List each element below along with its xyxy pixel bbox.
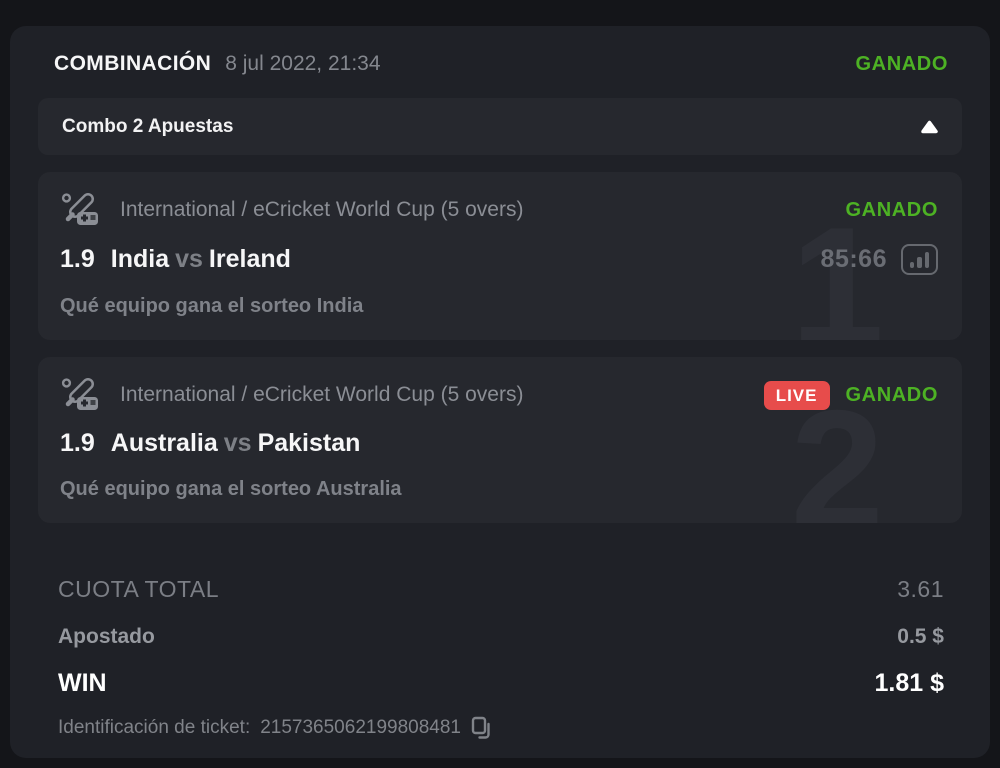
bet-odds: 1.9 bbox=[60, 245, 95, 273]
combo-label: Combo 2 Apuestas bbox=[62, 115, 234, 137]
ticket-datetime: 8 jul 2022, 21:34 bbox=[225, 52, 381, 75]
bet-2-status-badge: GANADO bbox=[845, 383, 938, 406]
away-team: Pakistan bbox=[257, 429, 361, 457]
bet-1-status-badge: GANADO bbox=[845, 198, 938, 221]
vs-label: vs bbox=[223, 429, 252, 457]
market-description: Qué equipo gana el sorteo Australia bbox=[60, 478, 402, 500]
live-badge: LIVE bbox=[763, 380, 830, 410]
match-teams: India vs Ireland bbox=[111, 245, 291, 274]
home-team: Australia bbox=[110, 429, 218, 457]
total-odds-row: CUOTA TOTAL 3.61 bbox=[58, 576, 944, 603]
league-name: International / eCricket World Cup (5 ov… bbox=[120, 383, 524, 406]
bet-card-2: 2 International / eCricket World Cup (5 … bbox=[38, 357, 962, 523]
ticket-status-badge: GANADO bbox=[855, 52, 948, 75]
win-value: 1.81 $ bbox=[874, 669, 944, 697]
ticket-type-title: COMBINACIÓN bbox=[54, 52, 212, 75]
bet-card-1: 1 International / eCricket World Cup (5 … bbox=[38, 172, 962, 340]
ecricket-icon bbox=[60, 377, 102, 413]
statistics-icon[interactable] bbox=[901, 244, 938, 275]
stake-label: Apostado bbox=[58, 625, 155, 648]
chevron-up-icon[interactable] bbox=[921, 120, 938, 134]
bet-odds: 1.9 bbox=[60, 429, 95, 457]
bet-1-header: International / eCricket World Cup (5 ov… bbox=[60, 192, 938, 228]
ticket-id-row: Identificación de ticket: 21573650621998… bbox=[58, 716, 944, 740]
league-name: International / eCricket World Cup (5 ov… bbox=[120, 198, 524, 221]
copy-icon[interactable] bbox=[471, 716, 492, 740]
bet-ticket-card: COMBINACIÓN 8 jul 2022, 21:34 GANADO Com… bbox=[10, 26, 990, 758]
win-row: WIN 1.81 $ bbox=[58, 669, 944, 698]
home-team: India bbox=[110, 245, 170, 273]
ticket-id-value: 2157365062199808481 bbox=[260, 717, 461, 738]
combo-collapse-row[interactable]: Combo 2 Apuestas bbox=[38, 98, 962, 155]
ticket-header: COMBINACIÓN 8 jul 2022, 21:34 GANADO bbox=[38, 48, 962, 76]
win-label: WIN bbox=[58, 669, 107, 697]
ecricket-icon bbox=[60, 192, 102, 228]
market-description: Qué equipo gana el sorteo India bbox=[60, 295, 364, 317]
ticket-summary: CUOTA TOTAL 3.61 Apostado 0.5 $ WIN 1.81… bbox=[38, 552, 962, 740]
bet-1-selection-row: 1.9 India vs Ireland 85:66 bbox=[60, 244, 938, 275]
bet-2-selection-row: 1.9 Australia vs Pakistan bbox=[60, 429, 938, 458]
match-score: 85:66 bbox=[820, 245, 887, 273]
vs-label: vs bbox=[175, 245, 203, 273]
stake-value: 0.5 $ bbox=[897, 625, 944, 648]
match-teams: Australia vs Pakistan bbox=[111, 429, 361, 458]
away-team: Ireland bbox=[208, 245, 291, 273]
total-odds-value: 3.61 bbox=[897, 576, 944, 602]
stake-row: Apostado 0.5 $ bbox=[58, 625, 944, 649]
bet-2-header: International / eCricket World Cup (5 ov… bbox=[60, 377, 938, 413]
ticket-id-label: Identificación de ticket: bbox=[58, 717, 251, 738]
total-odds-label: CUOTA TOTAL bbox=[58, 576, 219, 602]
